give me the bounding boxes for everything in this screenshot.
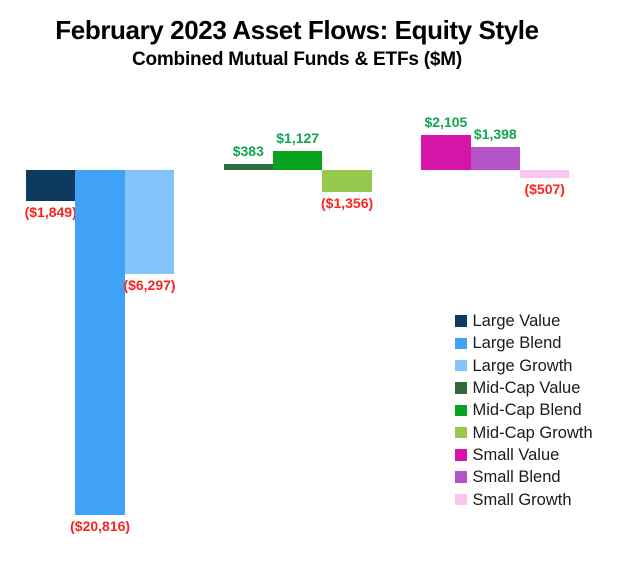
legend-item-mid-cap-blend: Mid-Cap Blend [455,399,593,421]
bar-small-value [421,135,471,170]
legend-swatch-small-growth [455,493,467,506]
bar-value-label-small-growth: ($507) [524,181,565,198]
legend-item-large-blend: Large Blend [455,332,593,354]
legend-swatch-small-value [455,449,467,461]
bar-value-label-large-blend: ($20,816) [70,518,131,534]
bar-mid-cap-growth [322,170,372,193]
chart-subtitle: Combined Mutual Funds & ETFs ($M) [131,49,463,70]
legend-label-mid-cap-value: Mid-Cap Value [472,379,581,398]
legend-swatch-large-blend [455,337,467,350]
bar-mid-cap-value [223,163,273,170]
legend-item-mid-cap-growth: Mid-Cap Growth [455,421,593,443]
legend-label-mid-cap-blend: Mid-Cap Blend [472,401,582,420]
legend-label-small-blend: Small Blend [472,468,561,487]
chart-header: February 2023 Asset Flows: Equity Style … [0,15,594,71]
legend-label-small-value: Small Value [472,445,560,464]
legend-item-mid-cap-value: Mid-Cap Value [455,377,593,399]
bar-mid-cap-blend [273,151,323,170]
legend-label-large-value: Large Value [472,312,561,331]
legend-item-large-value: Large Value [455,310,593,332]
bar-value-label-mid-cap-blend: $1,127 [276,130,320,147]
legend-swatch-mid-cap-growth [455,426,467,439]
legend-label-large-growth: Large Growth [472,356,573,375]
bar-small-blend [470,146,520,170]
bar-large-blend [75,170,125,515]
legend-swatch-large-growth [455,359,467,372]
bar-large-growth [124,170,175,275]
legend-swatch-large-value [455,315,467,327]
legend-item-large-growth: Large Growth [455,355,593,377]
legend-swatch-small-blend [455,471,467,483]
legend-swatch-mid-cap-blend [455,404,467,417]
bar-small-growth [520,170,570,179]
legend-swatch-mid-cap-value [455,382,467,394]
chart-title: February 2023 Asset Flows: Equity Style [55,15,539,45]
bar-large-value [26,170,76,201]
legend-item-small-growth: Small Growth [455,488,593,510]
bar-value-label-small-value: $2,105 [424,114,468,131]
legend: Large Value Large Blend Large Growth Mid-Ca… [455,310,593,511]
legend-item-small-value: Small Value [455,444,593,466]
bar-value-label-large-value: ($1,849) [24,203,77,220]
legend-label-large-blend: Large Blend [472,334,562,353]
bar-value-label-mid-cap-value: $383 [232,142,264,159]
legend-label-mid-cap-growth: Mid-Cap Growth [472,423,593,442]
bar-value-label-large-growth: ($6,297) [123,277,176,294]
legend-label-small-growth: Small Growth [472,490,572,509]
legend-item-small-blend: Small Blend [455,466,593,488]
bar-value-label-mid-cap-growth: ($1,356) [321,195,374,212]
bar-value-label-small-blend: $1,398 [473,125,517,142]
